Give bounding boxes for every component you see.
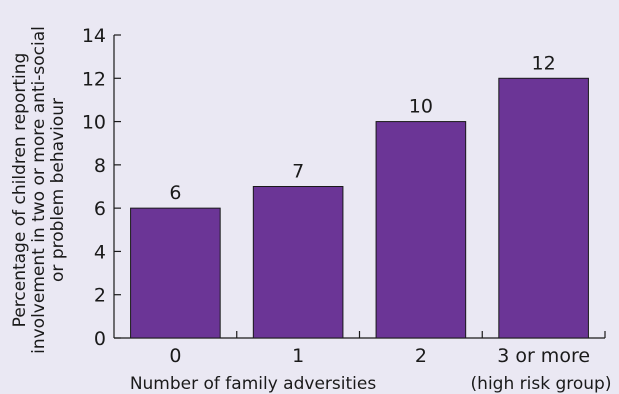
y-tick-label-14: 14 [82,25,106,47]
bars: 6 7 10 12 [130,52,589,339]
y-tick-label-4: 4 [94,241,106,263]
x-tick-label-3-or-more: 3 or more [497,345,590,367]
y-tick-label-8: 8 [94,155,106,177]
y-tick-label-10: 10 [82,112,106,134]
y-axis-label-line-3: or problem behaviour [48,98,68,282]
data-label-0: 6 [169,182,181,204]
x-axis-ticks: 0 1 2 3 or more [169,331,606,367]
y-axis-label-line-1: Percentage of children reporting [10,53,30,328]
bar-3-or-more [498,77,589,339]
y-tick-label-12: 12 [82,68,106,90]
x-tick-label-1: 1 [292,345,304,367]
data-label-2: 10 [409,96,433,118]
x-tick-label-0: 0 [169,345,181,367]
y-tick-label-2: 2 [94,285,106,307]
bar-0 [130,207,221,339]
y-axis-ticks: 0 2 4 6 8 10 12 14 [82,25,121,350]
data-label-1: 7 [292,161,304,183]
x-axis-label-extra: (high risk group) [471,374,612,394]
y-tick-label-6: 6 [94,198,106,220]
x-axis-label: Number of family adversities [130,374,377,394]
x-tick-label-2: 2 [415,345,427,367]
y-axis-label: Percentage of children reporting involve… [10,26,68,354]
bar-1 [252,186,344,339]
bar-2 [375,121,467,339]
y-axis-label-line-2: involvement in two or more anti-social [29,26,49,354]
data-label-3-or-more: 12 [532,52,556,74]
y-tick-label-0: 0 [94,328,106,350]
